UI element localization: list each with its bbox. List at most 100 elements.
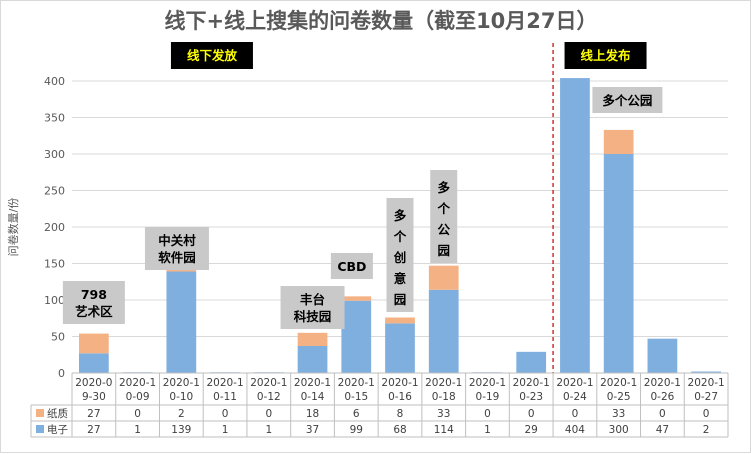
annotation-text: 园 [437, 243, 450, 258]
table-cell: 0 [134, 408, 141, 420]
y-tick-label: 400 [44, 75, 65, 88]
phase-label: 线下发放 [187, 48, 238, 63]
category-label: 0-14 [301, 391, 325, 403]
annotation-box [592, 87, 663, 113]
table-cell: 0 [572, 408, 579, 420]
bar-electronic [166, 271, 197, 373]
annotation-text: 多 [394, 208, 407, 223]
table-cell: 404 [565, 424, 585, 436]
category-label: 0-16 [388, 391, 412, 403]
annotation-text: 公 [437, 222, 450, 237]
category-label: 0-27 [694, 391, 718, 403]
annotation-text: 多个公园 [602, 93, 652, 108]
y-tick-label: 0 [58, 367, 65, 380]
data-table: 2020-0 9-30 2020-1 0-09 2020-1 0-10 2020-1 0-11… [30, 372, 729, 438]
annotation-text: 艺术区 [75, 304, 113, 319]
table-cell: 1 [265, 424, 272, 436]
category-label: 2020-1 [381, 377, 418, 389]
table-cell: 99 [350, 424, 363, 436]
bar-electronic [297, 345, 328, 373]
category-label: 0-12 [257, 391, 281, 403]
bar-electronic [78, 353, 109, 373]
y-tick-label: 200 [44, 221, 65, 234]
annotation-text: 科技园 [294, 309, 332, 324]
bar-electronic [341, 300, 372, 373]
table-cell: 18 [306, 408, 319, 420]
bar-paper [78, 333, 109, 354]
category-label: 2020-1 [688, 377, 725, 389]
legend-swatch [36, 409, 44, 417]
category-label: 2020-1 [338, 377, 375, 389]
annotation-text: 个 [436, 201, 450, 216]
legend-swatch [36, 425, 44, 433]
annotation-text: 软件园 [158, 250, 196, 265]
y-tick-label: 250 [44, 185, 65, 198]
table-cell: 300 [609, 424, 629, 436]
category-label: 0-19 [476, 391, 500, 403]
category-label: 0-18 [432, 391, 456, 403]
table-cell: 68 [393, 424, 406, 436]
category-label: 2020-1 [644, 377, 681, 389]
y-tick-label: 50 [51, 331, 65, 344]
category-label: 0-09 [126, 391, 150, 403]
table-cell: 27 [87, 424, 100, 436]
annotations: 线下发放 线上发布798艺术区中关村软件园丰台科技园CBD多个创意园多个公园多个公… [62, 42, 663, 329]
annotation-text: 意 [394, 271, 407, 286]
legend-label: 纸质 [47, 407, 68, 420]
annotation-text: 园 [394, 292, 407, 307]
bar-electronic [603, 154, 634, 373]
bar-electronic [560, 78, 590, 373]
y-tick-label: 300 [44, 148, 65, 161]
bar-paper [341, 296, 372, 301]
bars [78, 43, 722, 374]
category-label: 0-10 [169, 391, 193, 403]
phase-label: 线上发布 [581, 48, 632, 63]
annotation-text: 创 [393, 250, 407, 265]
bar-electronic [691, 371, 722, 373]
annotation-box [430, 170, 458, 263]
annotation-text: 丰台 [300, 292, 325, 307]
annotation-text: CBD [337, 259, 366, 274]
annotation-text: 个 [393, 229, 407, 244]
y-axis-label: 问卷数量/份 [6, 198, 20, 257]
bar-electronic [428, 289, 459, 373]
y-tick-label: 100 [44, 294, 65, 307]
chart-title: 线下+线上搜集的问卷数量（截至10月27日） [164, 9, 597, 33]
category-label: 0-11 [213, 391, 237, 403]
annotation-box [386, 198, 414, 312]
category-label: 0-23 [519, 391, 543, 403]
table-cell: 1 [484, 424, 491, 436]
phase-label-box [170, 42, 253, 69]
phase-label-box [564, 42, 647, 69]
bar-electronic [385, 323, 415, 373]
category-label: 2020-1 [250, 377, 287, 389]
category-label: 2020-0 [75, 377, 112, 389]
bar-paper [385, 317, 415, 324]
category-label: 0-25 [607, 391, 631, 403]
annotation-text: 中关村 [158, 233, 196, 248]
table-cell: 6 [353, 408, 360, 420]
y-tick-label: 150 [44, 258, 65, 271]
table-cell: 47 [656, 424, 669, 436]
bar-paper [428, 265, 459, 290]
table-cell: 0 [484, 408, 491, 420]
category-label: 2020-1 [600, 377, 637, 389]
table-cell: 139 [171, 424, 191, 436]
table-cell: 0 [659, 408, 666, 420]
table-cell: 37 [306, 424, 319, 436]
category-label: 2020-1 [294, 377, 331, 389]
bar-paper [297, 332, 328, 346]
annotation-box [62, 281, 125, 324]
annotation-box [330, 253, 373, 279]
table-cell: 0 [703, 408, 710, 420]
category-label: 9-30 [82, 391, 106, 403]
table-cell: 0 [265, 408, 272, 420]
table-cell: 1 [222, 424, 229, 436]
bar-electronic [516, 351, 547, 373]
category-label: 0-24 [563, 391, 587, 403]
category-label: 2020-1 [425, 377, 462, 389]
annotation-box [280, 286, 345, 329]
y-tick-label: 350 [44, 112, 65, 125]
table-cell: 0 [528, 408, 535, 420]
